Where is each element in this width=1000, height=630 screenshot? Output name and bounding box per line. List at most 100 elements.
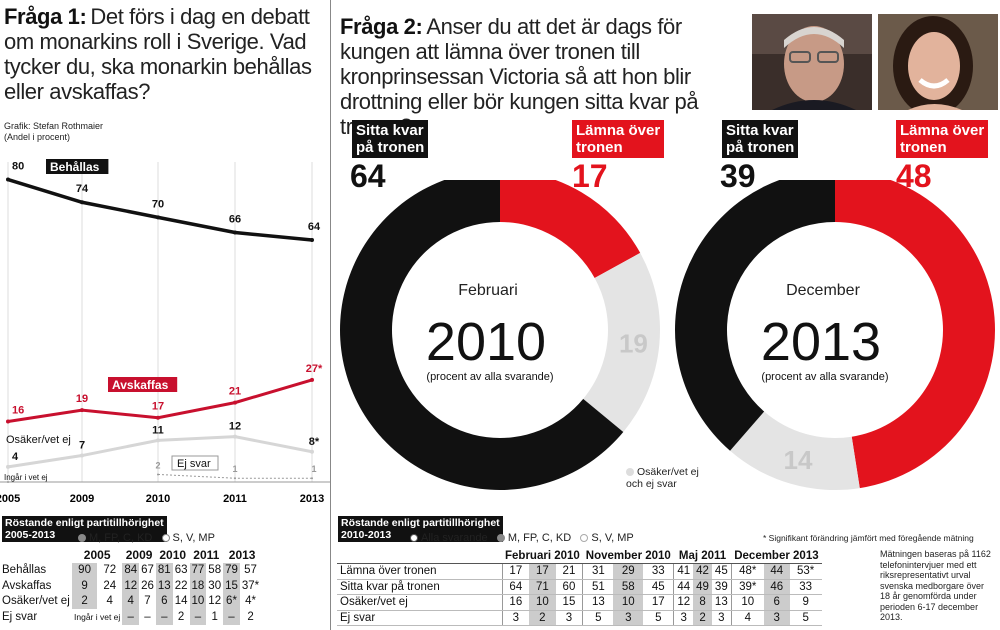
table-cell: – xyxy=(189,609,207,625)
donut-slice xyxy=(500,180,641,278)
table-cell: 24 xyxy=(103,579,117,592)
donut-slice xyxy=(340,180,624,490)
right-legend-2: S, V, MP xyxy=(591,532,634,544)
crown-princess-portrait xyxy=(878,14,998,110)
table-cell: 81 xyxy=(155,562,173,578)
year-header: 2011 xyxy=(193,547,220,562)
table-cell: 39 xyxy=(711,579,732,595)
table-row: Avskaffas 9 24 12 26 13 22 18 30 15 37* xyxy=(2,578,261,594)
table-cell: 72 xyxy=(103,564,117,577)
table-cell: 63 xyxy=(174,564,188,577)
table-cell: 12 xyxy=(673,594,694,611)
series-tag-behallas-bg xyxy=(46,159,109,174)
data-point xyxy=(80,200,84,205)
table-cell: 10 xyxy=(529,594,556,611)
donut2-leave-label: Lämna över tronen xyxy=(896,120,989,158)
table-corner xyxy=(2,547,72,563)
right-legend-0: Alla svarande xyxy=(421,532,488,544)
x-tick-label: 2013 xyxy=(300,493,324,505)
data-label: 21 xyxy=(229,386,241,398)
data-label: 8* xyxy=(309,436,320,448)
series-tag-avskaffas: Avskaffas xyxy=(108,377,178,392)
table-cell: 58 xyxy=(208,564,222,577)
table-cell: 30 xyxy=(208,579,222,592)
donut1-stay-value: 64 xyxy=(350,158,386,194)
data-label: 64 xyxy=(308,221,321,233)
table-cell: 42 xyxy=(693,563,712,580)
donut-slice xyxy=(674,180,835,451)
table-row: Osäker/vet ej 16 10 15 13 10 17 12 8 13 10 6 9 xyxy=(337,594,822,611)
data-label: 16 xyxy=(12,405,24,417)
table-cell: 46 xyxy=(763,579,790,595)
table-cell: 67 xyxy=(141,564,154,577)
table-cell: 79 xyxy=(223,562,240,578)
donut-year: 2013 xyxy=(761,312,881,372)
significance-footnote: * Signifikant förändring jämfört med för… xyxy=(763,533,974,543)
table-cell: 4 xyxy=(106,595,113,608)
left-legend-0: M, FP, C, KD xyxy=(89,532,153,544)
legend-right-parties-dot xyxy=(496,534,505,542)
series-tag-behallas: Behållas xyxy=(46,159,109,174)
right-party-table: Februari 2010 November 2010 Maj 2011 Dec… xyxy=(337,548,822,626)
table-cell: 2 xyxy=(177,610,185,623)
data-point xyxy=(80,453,84,458)
table-row: Ej svar Ingår i vet ej – – –2–1–2 xyxy=(2,609,261,625)
x-tick-label: 2010 xyxy=(146,493,170,505)
left-party-table: 2005 2009 2010 2011 2013 Behållas 90 72 84 6… xyxy=(2,547,261,625)
table-cell: 13 xyxy=(711,594,732,611)
period-header: Maj 2011 xyxy=(673,548,732,564)
donut-year: 2010 xyxy=(426,312,546,372)
data-label: 17 xyxy=(152,401,164,413)
table-cell: 48* xyxy=(730,563,764,580)
table-cell: 3 xyxy=(711,610,732,626)
table-cell: 53* xyxy=(789,563,822,580)
question-1-label: Fråga 1: xyxy=(4,4,87,29)
legend-left-parties-dot xyxy=(161,534,170,542)
table-cell: 17 xyxy=(529,563,556,580)
table-cell: 51 xyxy=(582,579,614,595)
table-cell: 9 xyxy=(789,594,822,611)
data-point xyxy=(7,481,9,483)
table-cell: 13 xyxy=(582,594,614,611)
table-corner xyxy=(337,548,502,564)
table-cell: 12 xyxy=(208,595,222,608)
table-cell: – xyxy=(144,610,151,623)
data-point xyxy=(157,473,159,476)
data-point xyxy=(234,477,236,480)
table-cell: 4 xyxy=(122,593,140,609)
table-cell: 90 xyxy=(72,562,98,578)
table-row: Sitta kvar på tronen 64 71 60 51 58 45 44 49 39 39… xyxy=(337,579,822,595)
table-cell: 4 xyxy=(730,610,764,626)
table-cell: 45 xyxy=(711,563,732,580)
credit: Grafik: Stefan Rothmaier (Andel i procent… xyxy=(4,121,103,143)
table-cell: 71 xyxy=(529,579,556,595)
king-portrait xyxy=(752,14,872,110)
table-cell: 3 xyxy=(501,610,530,626)
question-2-label: Fråga 2: xyxy=(340,14,423,39)
donut2-stay-label: Sitta kvar på tronen xyxy=(722,120,799,158)
data-label: 27* xyxy=(306,363,323,375)
credit-line-1: Grafik: Stefan Rothmaier xyxy=(4,121,104,131)
table-cell: 2 xyxy=(247,610,254,623)
series-tag-avskaffas-text: Avskaffas xyxy=(112,378,169,392)
table-cell: 3 xyxy=(763,610,790,626)
period-header: November 2010 xyxy=(582,548,674,564)
table-cell: 3 xyxy=(555,610,583,626)
table-cell: 31 xyxy=(582,563,614,580)
data-point xyxy=(233,230,237,235)
data-label: 7 xyxy=(79,440,85,452)
table-cell: 8 xyxy=(693,594,712,611)
table-cell: 45 xyxy=(643,579,674,595)
table-cell: 49 xyxy=(693,579,712,595)
table-row: Ej svar 3 2 3 5 3 5 3 2 3 4 3 5 xyxy=(337,610,822,626)
donut2-stay-value: 39 xyxy=(720,158,756,194)
table-cell: 9 xyxy=(72,578,98,594)
data-label: 80 xyxy=(12,161,24,173)
table-cell: 58 xyxy=(613,579,644,595)
table-cell: 4* xyxy=(245,595,256,608)
donut-unsure-value: 19 xyxy=(619,329,648,359)
year-header: 2009 xyxy=(125,547,153,562)
left-table-year-row: 2005 2009 2010 2011 2013 xyxy=(2,547,261,563)
right-legend-1: M, FP, C, KD xyxy=(507,532,572,544)
